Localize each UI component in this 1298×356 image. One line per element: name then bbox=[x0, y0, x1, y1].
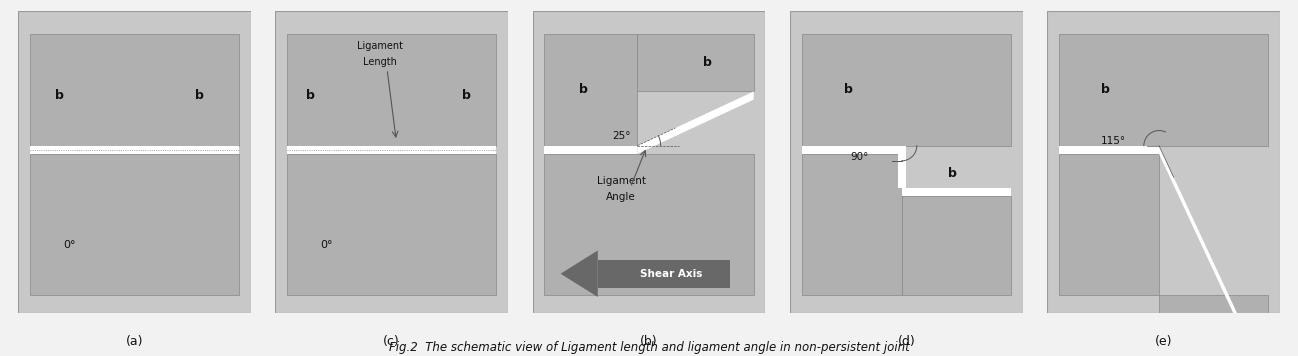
Text: Length: Length bbox=[363, 57, 397, 67]
Text: 90°: 90° bbox=[850, 152, 868, 162]
Bar bbox=[902, 196, 1011, 295]
Text: Angle: Angle bbox=[606, 192, 636, 202]
Polygon shape bbox=[637, 91, 754, 154]
Text: (d): (d) bbox=[897, 335, 915, 348]
Bar bbox=[898, 146, 906, 188]
Text: 25°: 25° bbox=[611, 131, 631, 141]
Text: Ligament: Ligament bbox=[357, 41, 404, 51]
Text: (c): (c) bbox=[383, 335, 400, 348]
Text: (a): (a) bbox=[126, 335, 143, 348]
Bar bbox=[30, 154, 239, 295]
Bar bbox=[802, 146, 902, 154]
Text: b: b bbox=[306, 89, 314, 102]
Bar bbox=[1059, 146, 1159, 154]
Text: 0°: 0° bbox=[62, 240, 75, 250]
Text: b: b bbox=[462, 89, 471, 102]
Text: 115°: 115° bbox=[1101, 136, 1125, 146]
Bar bbox=[637, 34, 754, 91]
Text: b: b bbox=[949, 167, 958, 180]
Text: b: b bbox=[56, 89, 65, 102]
Text: b: b bbox=[1101, 83, 1110, 96]
Text: (e): (e) bbox=[1155, 335, 1172, 348]
Bar bbox=[802, 154, 902, 295]
Text: b: b bbox=[195, 89, 204, 102]
Bar bbox=[902, 188, 1011, 196]
Bar bbox=[30, 34, 239, 146]
Bar bbox=[1159, 295, 1268, 356]
Bar bbox=[544, 146, 637, 154]
Bar bbox=[1059, 34, 1268, 146]
Text: b: b bbox=[844, 83, 853, 96]
Polygon shape bbox=[1159, 146, 1268, 356]
Text: 0°: 0° bbox=[321, 240, 332, 250]
Text: Fig.2  The schematic view of Ligament length and ligament angle in non-persisten: Fig.2 The schematic view of Ligament len… bbox=[388, 341, 910, 354]
Bar bbox=[287, 146, 496, 154]
Bar bbox=[287, 34, 496, 146]
Bar bbox=[287, 154, 496, 295]
Bar bbox=[544, 154, 754, 295]
Bar bbox=[598, 260, 731, 288]
Text: Ligament: Ligament bbox=[597, 176, 645, 185]
Text: Shear Axis: Shear Axis bbox=[640, 269, 702, 279]
Text: (b): (b) bbox=[640, 335, 658, 348]
Bar bbox=[802, 34, 1011, 146]
Bar bbox=[30, 146, 239, 154]
Bar bbox=[544, 34, 637, 146]
Bar bbox=[1059, 154, 1159, 295]
Text: b: b bbox=[702, 56, 711, 69]
Text: b: b bbox=[579, 83, 588, 96]
Polygon shape bbox=[561, 250, 598, 297]
